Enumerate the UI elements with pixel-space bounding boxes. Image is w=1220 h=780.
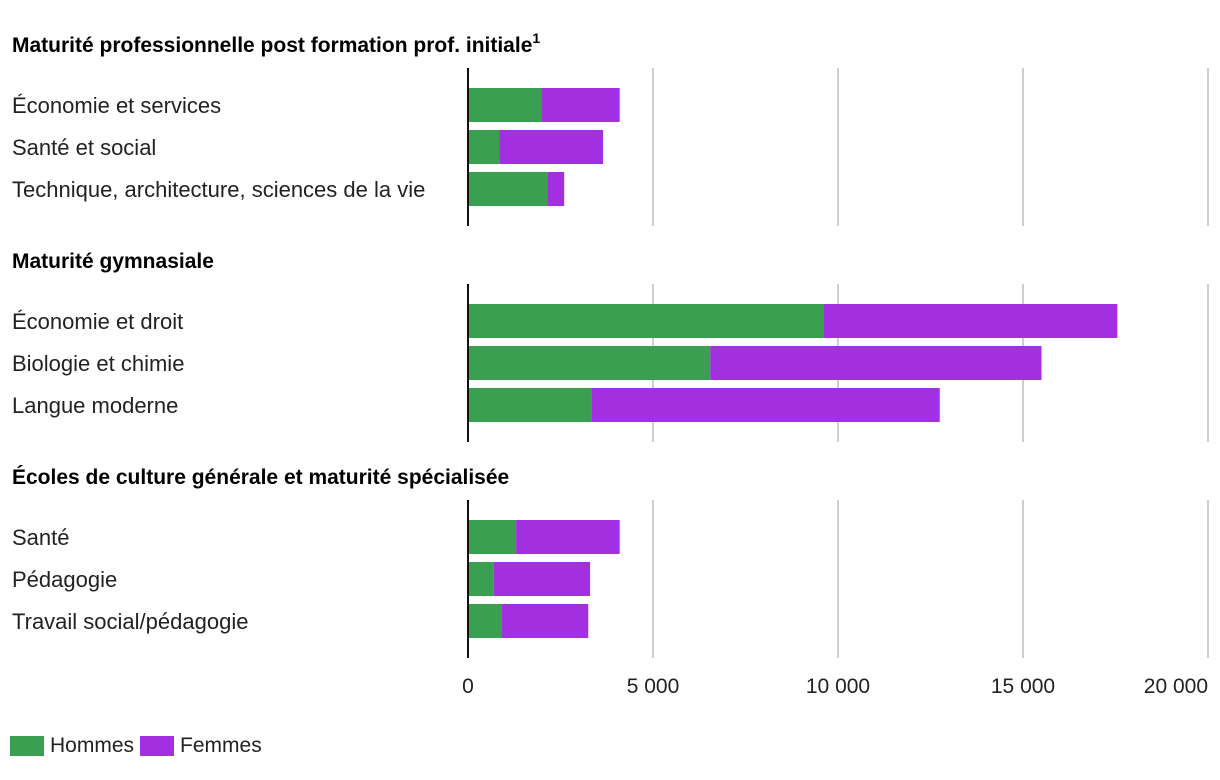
- group-title-text: Maturité professionnelle post formation …: [12, 34, 532, 57]
- category-label: Langue moderne: [12, 393, 178, 418]
- bar-femmes: [823, 304, 1118, 338]
- bar-hommes: [468, 604, 502, 638]
- category-label: Technique, architecture, sciences de la …: [12, 177, 425, 202]
- footnote-marker: 1: [532, 30, 540, 46]
- group-title-text: Maturité gymnasiale: [12, 250, 214, 273]
- group-title: Maturité gymnasiale: [12, 250, 214, 273]
- bar-hommes: [468, 304, 824, 338]
- category-label: Économie et services: [12, 93, 221, 118]
- bar-hommes: [468, 172, 548, 206]
- category-label: Économie et droit: [12, 309, 183, 334]
- bar-femmes: [501, 604, 589, 638]
- legend-label-femmes: Femmes: [180, 734, 262, 757]
- bar-hommes: [468, 388, 592, 422]
- bar-hommes: [468, 130, 500, 164]
- tick-label: 5 000: [627, 675, 680, 698]
- category-label: Santé et social: [12, 135, 156, 160]
- group-title: Écoles de culture générale et maturité s…: [12, 466, 509, 489]
- bar-hommes: [468, 88, 542, 122]
- bar-femmes: [591, 388, 940, 422]
- legend-label-hommes: Hommes: [50, 734, 135, 757]
- category-label: Pédagogie: [12, 567, 117, 592]
- legend-item-femmes: Femmes: [140, 734, 262, 758]
- bar-femmes: [493, 562, 591, 596]
- bar-femmes: [516, 520, 620, 554]
- bar-hommes: [468, 520, 517, 554]
- tick-label: 20 000: [1144, 675, 1208, 698]
- bar-hommes: [468, 562, 494, 596]
- legend: Hommes Femmes: [10, 734, 268, 758]
- tick-label: 10 000: [806, 675, 870, 698]
- tick-label: 15 000: [991, 675, 1055, 698]
- category-label: Travail social/pédagogie: [12, 609, 248, 634]
- bar-femmes: [542, 88, 620, 122]
- category-label: Santé: [12, 525, 70, 550]
- tick-label: 0: [462, 675, 474, 698]
- bar-femmes: [499, 130, 604, 164]
- stacked-bar-chart: Maturité professionnelle post formation …: [12, 30, 1209, 698]
- group-title: Maturité professionnelle post formation …: [12, 30, 540, 57]
- group-title-text: Écoles de culture générale et maturité s…: [12, 466, 509, 489]
- bar-hommes: [468, 346, 711, 380]
- bar-femmes: [547, 172, 565, 206]
- bar-femmes: [710, 346, 1042, 380]
- legend-item-hommes: Hommes: [10, 734, 134, 758]
- legend-swatch-femmes: [140, 736, 175, 756]
- category-label: Biologie et chimie: [12, 351, 184, 376]
- legend-swatch-hommes: [10, 736, 44, 756]
